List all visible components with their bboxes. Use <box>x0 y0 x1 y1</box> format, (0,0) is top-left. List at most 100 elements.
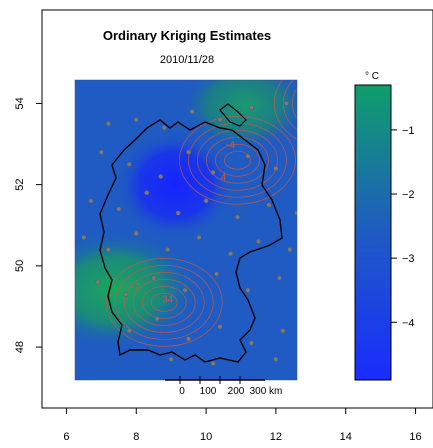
contour-line <box>197 129 278 191</box>
y-axis: 48 50 52 54 <box>14 97 42 353</box>
contour-line <box>273 80 297 140</box>
warm-region-southwest <box>75 230 200 350</box>
scale-label-200: 200 <box>228 386 245 397</box>
station-point <box>276 275 282 281</box>
station-point <box>217 117 223 123</box>
colorbar-gradient <box>354 84 392 381</box>
contour-line <box>282 80 297 131</box>
station-point <box>186 336 192 342</box>
scale-label-300: 300 km <box>250 386 283 397</box>
y-tick-label: 48 <box>14 341 26 353</box>
x-tick-label: 8 <box>133 431 139 443</box>
station-point <box>175 210 181 216</box>
station-point <box>245 153 251 159</box>
coastline-detail <box>219 103 247 127</box>
station-point <box>217 324 223 330</box>
station-point <box>133 230 139 236</box>
station-point <box>316 239 320 243</box>
station-point <box>105 121 111 127</box>
contour-line <box>291 87 297 119</box>
colorbar-title: ° C <box>365 71 379 82</box>
station-point <box>126 161 132 167</box>
contour-line <box>141 286 187 319</box>
contour-label: -2 <box>132 282 141 293</box>
station-point <box>161 125 167 131</box>
contour-label: 34 <box>162 294 174 305</box>
station-point <box>182 287 188 293</box>
station-point <box>337 170 341 174</box>
station-point <box>249 340 254 346</box>
contour-line <box>310 87 346 119</box>
station-point <box>186 149 192 155</box>
scale-label-100: 100 <box>200 386 217 397</box>
station-point <box>245 287 251 293</box>
scale-label-0: 0 <box>179 386 185 397</box>
colorbar-tick-label: −2 <box>402 189 415 201</box>
station-point <box>326 219 330 223</box>
station-point <box>165 247 171 253</box>
station-point <box>210 170 216 175</box>
station-point <box>273 356 279 362</box>
scale-bar: 0 100 200 300 km <box>165 376 282 397</box>
x-tick-label: 16 <box>409 431 421 443</box>
contour-line <box>123 272 205 333</box>
station-point <box>256 239 261 244</box>
station-point <box>151 275 157 281</box>
contour-line <box>105 258 223 347</box>
x-tick-label: 6 <box>63 431 69 443</box>
station-point <box>95 279 101 285</box>
station-point <box>88 198 94 204</box>
station-point <box>266 202 272 208</box>
station-point <box>81 235 87 240</box>
station-point <box>98 149 104 155</box>
colorbar-tick-label: −1 <box>402 125 415 137</box>
y-tick-label: 50 <box>14 260 26 272</box>
x-tick-label: 10 <box>200 431 212 443</box>
station-point <box>144 190 150 196</box>
colorbar: ° C −1 −2 −3 −4 <box>354 71 415 381</box>
station-point <box>344 117 348 121</box>
station-point <box>280 328 286 334</box>
station-point <box>116 206 122 212</box>
country-outline <box>99 119 283 363</box>
contour-line <box>206 136 269 184</box>
station-point <box>168 356 174 362</box>
contour-line <box>319 94 337 112</box>
station-point <box>210 360 216 366</box>
contour-line <box>114 265 214 340</box>
contour-label-group: -44-2348 <box>132 140 236 305</box>
y-tick-label: 52 <box>14 179 26 191</box>
contour-line <box>215 143 260 177</box>
station-point <box>305 158 309 162</box>
station-point <box>158 174 164 179</box>
x-tick-label: 14 <box>340 431 352 443</box>
station-point <box>283 101 289 106</box>
station-point <box>126 328 132 334</box>
station-point <box>133 117 139 123</box>
cold-region-center <box>115 130 235 240</box>
contour-line <box>188 122 287 198</box>
station-point <box>154 316 160 322</box>
station-point <box>235 214 240 220</box>
station-point <box>123 291 129 297</box>
station-point <box>203 198 209 204</box>
chart-subtitle: 2010/11/28 <box>160 54 214 66</box>
x-tick-label: 12 <box>270 431 282 443</box>
contour-label: 4 <box>221 173 227 184</box>
colorbar-tick-label: −4 <box>402 317 415 329</box>
station-point <box>105 247 111 253</box>
station-points <box>81 89 348 366</box>
station-point <box>214 271 219 277</box>
contour-lines <box>105 80 346 347</box>
colorbar-tick-label: −3 <box>402 253 415 265</box>
station-point <box>249 105 254 110</box>
station-point <box>189 109 195 114</box>
contour-line <box>150 293 178 312</box>
station-point <box>273 165 279 171</box>
warm-region-northeast <box>180 80 297 150</box>
kriging-surface: -44-2348 <box>75 80 348 380</box>
station-point <box>312 345 316 349</box>
station-point <box>323 89 327 93</box>
station-point <box>309 296 313 300</box>
